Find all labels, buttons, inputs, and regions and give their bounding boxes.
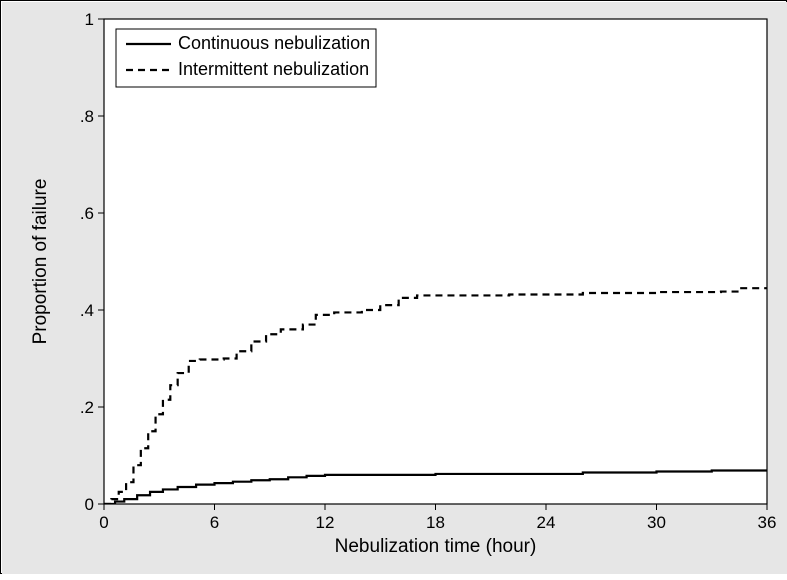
x-tick-label: 18 (426, 513, 445, 532)
y-tick-label: .4 (80, 301, 94, 320)
x-tick-label: 12 (316, 513, 335, 532)
y-tick-label: .8 (80, 107, 94, 126)
y-tick-label: 0 (85, 495, 94, 514)
x-tick-label: 36 (758, 513, 777, 532)
plot-frame (104, 19, 767, 504)
legend-label-continuous: Continuous nebulization (178, 33, 370, 53)
y-tick-label: .6 (80, 204, 94, 223)
chart-svg: 0 6 12 18 24 30 36 Nebulization time (hour) 0 .2.… (1, 1, 787, 575)
legend-label-intermittent: Intermittent nebulization (178, 59, 369, 79)
x-tick-label: 30 (647, 513, 666, 532)
y-axis-label: Proportion of failure (30, 179, 51, 345)
figure-container: 0 6 12 18 24 30 36 Nebulization time (hour) 0 .2.… (0, 0, 787, 574)
x-tick-label: 24 (537, 513, 556, 532)
x-tick-label: 6 (210, 513, 219, 532)
x-tick-label: 0 (99, 513, 108, 532)
y-tick-label: .2 (80, 398, 94, 417)
y-tick-label: 1 (85, 10, 94, 29)
x-axis-label: Nebulization time (hour) (335, 536, 537, 557)
